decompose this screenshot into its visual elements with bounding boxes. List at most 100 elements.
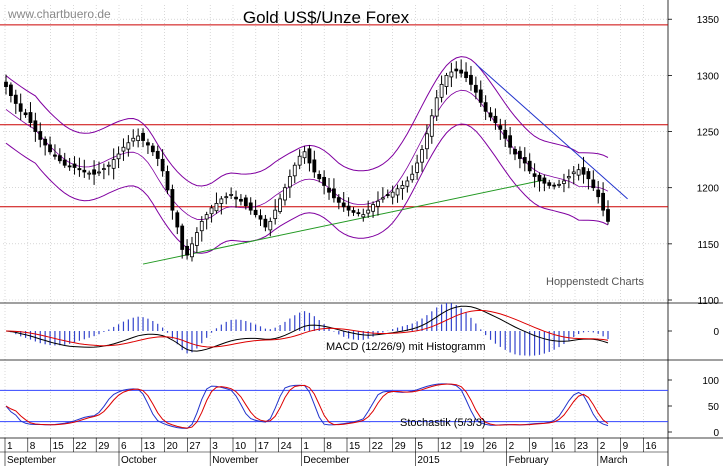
candle-body (537, 174, 542, 182)
x-day-label: 17 (258, 441, 270, 452)
x-day-label: 9 (623, 441, 629, 452)
trendline-support (142, 179, 545, 265)
candle-body (278, 198, 282, 212)
candle-body (332, 188, 336, 199)
candle-body (185, 245, 189, 256)
candle-body (410, 173, 415, 181)
candle-body (395, 188, 400, 196)
candle-body (155, 150, 160, 159)
candle-body (253, 209, 258, 216)
candle-body (18, 103, 23, 112)
candle-body (121, 146, 126, 152)
candle-body (204, 214, 209, 220)
candle-body (92, 169, 96, 175)
candle-body (170, 189, 175, 211)
candle-body (28, 112, 33, 123)
candle-body (361, 214, 366, 218)
candle-body (498, 125, 503, 130)
candle-body (199, 220, 204, 232)
candle-body (111, 159, 116, 169)
candle-body (48, 144, 52, 153)
candle-body (469, 74, 473, 85)
candle-body (307, 148, 312, 164)
trendline-resistance (475, 63, 628, 200)
candle-body (82, 169, 87, 173)
candle-body (150, 145, 155, 153)
candle-body (141, 132, 145, 141)
x-day-label: 16 (554, 441, 566, 452)
candle-body (444, 74, 449, 87)
x-day-label: 20 (167, 441, 179, 452)
candle-body (229, 194, 234, 196)
x-day-label: 16 (645, 441, 657, 452)
candle-body (390, 191, 395, 198)
stoch-y-tick-label: 100 (702, 376, 719, 387)
x-day-label: 13 (144, 441, 156, 452)
watermark: www.chartbuero.de (7, 7, 111, 21)
candle-body (591, 179, 596, 189)
candle-body (268, 220, 273, 231)
candle-body (439, 83, 444, 98)
candle-body (8, 84, 13, 96)
stoch-d-line (5, 383, 609, 429)
x-day-label: 27 (189, 441, 201, 452)
band-middle (5, 89, 609, 221)
candle-body (336, 197, 341, 203)
candle-body (312, 159, 317, 173)
stochastic-panel (0, 383, 668, 429)
candle-body (57, 155, 62, 162)
candle-body (400, 185, 405, 190)
candle-body (131, 137, 136, 142)
x-day-label: 15 (53, 441, 65, 452)
candle-body (503, 129, 508, 139)
candle-body (258, 215, 263, 220)
y-tick-label: 1200 (697, 184, 720, 195)
candle-body (380, 197, 385, 200)
candle-body (371, 204, 375, 212)
x-month-label: February (509, 455, 549, 466)
x-month-label: March (600, 455, 628, 466)
candle-body (234, 196, 238, 200)
candle-body (346, 205, 351, 211)
candle-body (136, 135, 141, 142)
x-day-label: 3 (212, 441, 218, 452)
candle-body (547, 182, 552, 186)
x-day-label: 1 (7, 441, 13, 452)
x-day-label: 23 (577, 441, 589, 452)
candle-body (522, 157, 527, 164)
candle-body (356, 212, 361, 215)
candle-body (287, 176, 292, 188)
candle-body (214, 203, 219, 212)
price-panel (0, 24, 668, 265)
candle-body (126, 142, 131, 150)
candle-body (322, 176, 327, 186)
candle-body (576, 169, 581, 176)
candle-body (190, 243, 194, 258)
candle-body (101, 168, 106, 171)
x-day-label: 2 (509, 441, 515, 452)
x-day-label: 12 (440, 441, 452, 452)
candle-body (562, 180, 566, 184)
candle-body (449, 71, 454, 78)
candle-body (454, 68, 459, 72)
x-day-label: 6 (121, 441, 127, 452)
candle-body (473, 84, 478, 93)
candle-body (571, 171, 576, 175)
candle-body (434, 97, 439, 117)
band-upper (5, 56, 609, 187)
candle-body (596, 189, 601, 198)
candle-body (292, 164, 297, 177)
candle-body (160, 158, 165, 172)
y-tick-label: 1350 (697, 15, 720, 26)
candle-body (586, 171, 591, 180)
grid-layer (3, 5, 668, 438)
candle-body (297, 155, 302, 166)
candle-body (106, 164, 111, 167)
x-month-label: September (7, 455, 57, 466)
x-day-label: 22 (75, 441, 87, 452)
candle-body (508, 135, 513, 148)
